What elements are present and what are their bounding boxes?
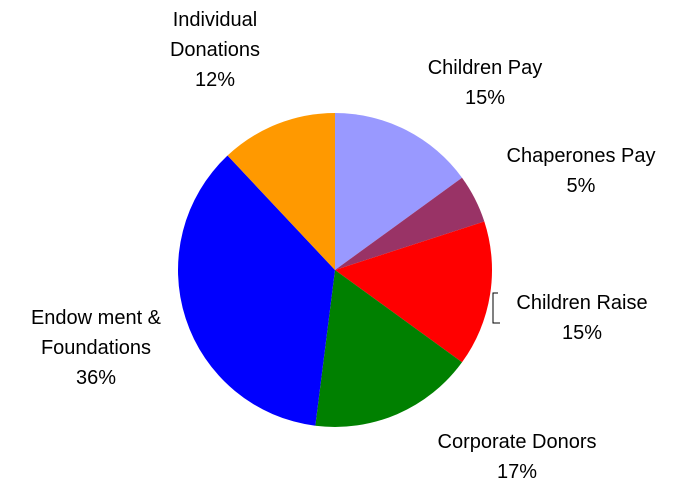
label-value: 17% <box>497 461 537 483</box>
label-category: Corporate Donors <box>438 431 597 453</box>
slice-children-pay <box>335 113 463 270</box>
data-labels: Children Pay 15% Chaperones Pay 5% Children … <box>31 9 656 483</box>
label-corporate-donors: Corporate Donors 17% <box>438 431 597 483</box>
label-endow-ment-foundations: Endow ment & Foundations 36% <box>31 307 162 389</box>
leader-line-children-raise <box>492 292 500 324</box>
slice-children-raise <box>335 221 493 363</box>
slice-chaperones-pay <box>335 177 485 270</box>
label-category: Foundations <box>41 337 151 359</box>
label-children-pay: Children Pay 15% <box>428 57 543 109</box>
label-value: 15% <box>465 87 505 109</box>
label-value: 12% <box>195 69 235 91</box>
slice-individual-donations <box>227 113 335 270</box>
label-value: 5% <box>567 175 596 197</box>
label-category: Children Raise <box>516 292 647 314</box>
label-chaperones-pay: Chaperones Pay 5% <box>507 145 656 197</box>
slice-endow-ment-foundations <box>178 155 335 426</box>
label-individual-donations: Individual Donations 12% <box>170 9 260 91</box>
label-children-raise: Children Raise 15% <box>516 292 647 344</box>
label-category: Donations <box>170 39 260 61</box>
label-category: Individual <box>173 9 258 31</box>
leader-lines <box>492 292 500 324</box>
slice-corporate-donors <box>315 270 463 427</box>
label-category: Endow ment & <box>31 307 162 329</box>
label-value: 36% <box>76 367 116 389</box>
label-category: Chaperones Pay <box>507 145 656 167</box>
label-value: 15% <box>562 322 602 344</box>
pie-slices <box>178 113 493 427</box>
label-category: Children Pay <box>428 57 543 79</box>
